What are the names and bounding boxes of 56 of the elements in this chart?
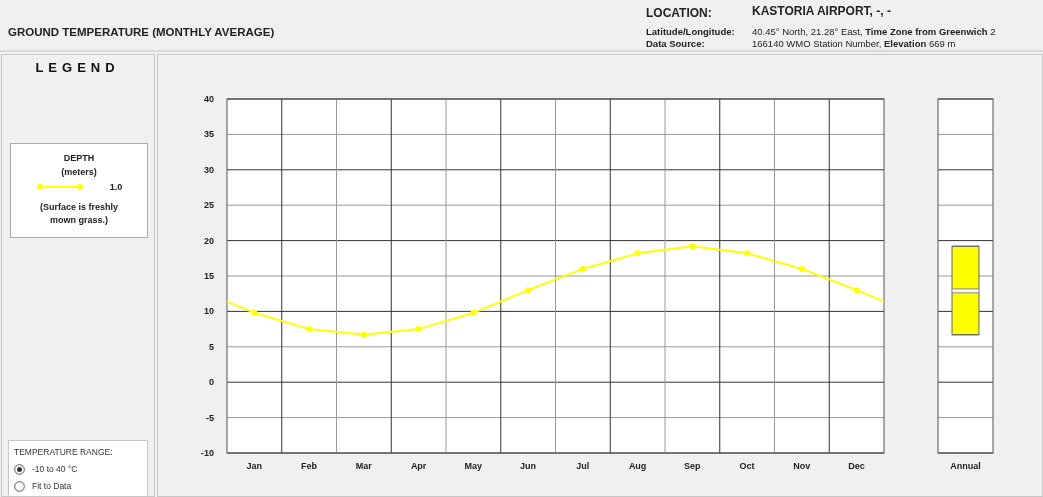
source-note: Data Source: <box>646 38 705 49</box>
y-tick-label: 10 <box>203 306 214 317</box>
chart-title: GROUND TEMPERATURE (MONTHLY AVERAGE) <box>8 26 275 38</box>
y-tick-label: -5 <box>205 412 214 423</box>
x-tick-label: Feb <box>301 461 318 471</box>
point <box>579 265 586 272</box>
x-tick-label: Dec <box>848 461 865 471</box>
text: 669 m <box>928 38 956 49</box>
point <box>798 265 805 272</box>
y-tick-label: 25 <box>203 200 214 211</box>
x-tick-label: Mar <box>355 461 373 471</box>
text: 166140 WMO Station Number, <box>752 38 882 49</box>
point <box>251 309 258 316</box>
text: Time Zone from Greenwich <box>865 26 988 37</box>
legend-title: DEPTH (meters) <box>60 152 98 179</box>
selected-radio-button[interactable] <box>14 464 25 475</box>
text: -10 to 40 °C <box>32 464 78 474</box>
y-tick-label: 30 <box>203 164 214 175</box>
y-tick-label: 5 <box>208 341 214 352</box>
y-tick-label: -10 <box>200 448 214 458</box>
x-tick-label: Nov <box>793 461 811 471</box>
point <box>360 331 367 338</box>
y-tick-label: 35 <box>203 129 214 140</box>
point <box>634 250 641 257</box>
text: LEGEND <box>34 60 121 75</box>
text: TEMPERATURE RANGE: <box>14 447 113 457</box>
x-tick-label: Aug <box>628 461 647 471</box>
radio-button[interactable] <box>14 481 25 492</box>
x-tick-label: Jan <box>246 461 263 471</box>
x-tick-label: Sep <box>684 461 702 471</box>
text: LOCATION: <box>646 6 712 20</box>
y-tick-label: 0 <box>208 377 214 388</box>
text: (Surface is freshly mown grass.) <box>38 201 119 227</box>
text: 1.0 <box>109 182 123 192</box>
text: 40.45° North, 21.28° East, <box>752 26 863 37</box>
point <box>853 287 860 294</box>
point <box>415 326 422 333</box>
y-tick-label: 40 <box>203 94 214 104</box>
text: Fit to Data <box>32 481 72 491</box>
text: Elevation <box>884 38 927 49</box>
point <box>470 309 477 316</box>
x-tick-label: Apr <box>410 461 427 471</box>
x-tick-label: Annual <box>950 461 981 471</box>
text: 2 <box>990 26 996 37</box>
x-tick-label: Jun <box>520 461 537 471</box>
y-tick-label: 20 <box>203 235 214 246</box>
point <box>689 243 696 250</box>
point <box>306 326 313 333</box>
x-tick-label: Oct <box>739 461 755 471</box>
point <box>744 250 751 257</box>
text: KASTORIA AIRPORT, -, - <box>752 4 891 18</box>
text: Latitude/Longitude: <box>646 26 735 37</box>
x-tick-label: Jul <box>576 461 590 471</box>
x-tick-label: May <box>464 461 483 471</box>
y-tick-label: 15 <box>203 271 214 281</box>
point <box>525 287 532 294</box>
